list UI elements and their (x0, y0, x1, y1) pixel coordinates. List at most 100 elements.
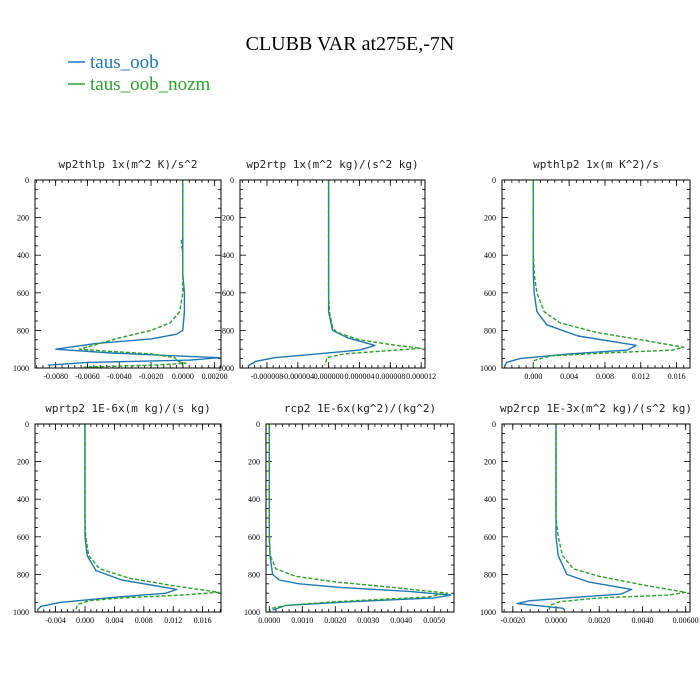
series-line-taus-oob (516, 424, 633, 611)
legend-label-taus-oob-nozm: taus_oob_nozm (90, 74, 211, 95)
x-tick-label: -0.0080 (43, 372, 68, 381)
y-tick-label: 800 (484, 570, 496, 579)
y-tick-label: 200 (484, 458, 496, 467)
x-tick-label: 0.0040 (390, 616, 412, 625)
series-line-taus-oob-nozm (75, 424, 220, 612)
y-tick-label: 1000 (13, 608, 29, 617)
x-tick-label: 0.004 (560, 372, 578, 381)
y-tick-label: 600 (484, 289, 496, 298)
x-tick-label: 0.0000 (258, 616, 280, 625)
y-tick-label: 200 (248, 458, 260, 467)
y-tick-label: 600 (248, 533, 260, 542)
y-tick-label: 800 (17, 326, 29, 335)
y-tick-label: 400 (17, 251, 29, 260)
x-tick-label: -0.0060 (75, 372, 100, 381)
y-tick-label: 600 (484, 533, 496, 542)
x-tick-label: 0.016 (194, 616, 212, 625)
x-tick-label: -0.0020 (500, 616, 525, 625)
y-tick-label: 400 (484, 495, 496, 504)
x-tick-label: 0.000004 (344, 372, 374, 381)
y-tick-label: 800 (248, 570, 260, 579)
plot-frame (501, 179, 691, 369)
plot-frame (265, 423, 455, 613)
legend-label-taus-oob: taus_oob (90, 52, 159, 73)
y-tick-label: 600 (17, 289, 29, 298)
panel-1: wp2thlp 1x(m^2 K)/s^2 0 200 400 600 800 1000 -0… (13, 158, 228, 381)
x-tick-label: -0.000004 (281, 372, 314, 381)
x-tick-label: 0.012 (164, 616, 182, 625)
plot-frame (34, 179, 222, 369)
series-line-taus-oob-nozm (78, 180, 187, 368)
x-tick-label: 0.000 (76, 616, 94, 625)
series-line-taus-oob-nozm (532, 180, 685, 368)
x-tick-label: 0.000 (524, 372, 542, 381)
x-tick-label: 0.004 (105, 616, 123, 625)
y-tick-label: 0 (230, 176, 234, 185)
series-line-taus-oob (47, 180, 221, 366)
y-tick-label: 600 (17, 533, 29, 542)
legend: taus_oob taus_oob_nozm (68, 52, 211, 95)
y-tick-label: 1000 (480, 364, 496, 373)
plot-frame (34, 423, 222, 613)
x-tick-label: -0.000008 (251, 372, 284, 381)
y-tick-label: 1000 (13, 364, 29, 373)
y-tick-label: 800 (484, 326, 496, 335)
y-tick-label: 400 (222, 251, 234, 260)
y-tick-label: 400 (248, 495, 260, 504)
figure-title: CLUBB VAR at275E,-7N (246, 33, 455, 55)
y-tick-label: 0 (256, 420, 260, 429)
panel-title: wp2thlp 1x(m^2 K)/s^2 (58, 158, 197, 171)
series-line-taus-oob (504, 180, 637, 367)
x-tick-label: 0.0000 (172, 372, 194, 381)
panel-title: wpthlp2 1x(m K^2)/s (533, 158, 659, 171)
series-line-taus-oob-nozm (548, 424, 687, 611)
x-tick-label: -0.0020 (139, 372, 164, 381)
panels: wp2thlp 1x(m^2 K)/s^2 0 200 400 600 800 1000 -0… (13, 158, 699, 625)
y-tick-label: 200 (17, 214, 29, 223)
y-tick-label: 0 (492, 176, 496, 185)
y-tick-label: 400 (484, 251, 496, 260)
panel-title: wp2rtp 1x(m^2 kg)/(s^2 kg) (246, 158, 418, 171)
y-tick-label: 200 (484, 214, 496, 223)
series-line-taus-oob-nozm (324, 180, 422, 366)
x-tick-label: -0.004 (45, 616, 66, 625)
panel-title: wp2rcp 1E-3x(m^2 kg)/(s^2 kg) (500, 402, 692, 415)
x-tick-label: 0.0000 (545, 616, 567, 625)
panel-5: rcp2 1E-6x(kg^2)/(kg^2) 0 200 400 600 800 1000… (244, 402, 455, 625)
series-line-taus-oob-nozm (268, 424, 449, 612)
x-tick-label: 0.016 (668, 372, 686, 381)
x-tick-label: 0.000012 (406, 372, 436, 381)
y-tick-label: 200 (222, 214, 234, 223)
y-tick-label: 0 (25, 420, 29, 429)
x-tick-label: 0.0020 (588, 616, 610, 625)
panel-3: wpthlp2 1x(m K^2)/s 0 200 400 600 800 1000 0.00… (480, 158, 691, 381)
x-tick-label: 0.000000 (314, 372, 344, 381)
y-tick-label: 0 (492, 420, 496, 429)
panel-4: wprtp2 1E-6x(m kg)/(s kg) 0 200 400 600 800 10… (13, 402, 222, 625)
y-tick-label: 1000 (244, 608, 260, 617)
panel-title: rcp2 1E-6x(kg^2)/(kg^2) (284, 402, 436, 415)
y-tick-label: 800 (17, 570, 29, 579)
y-tick-label: 1000 (218, 364, 234, 373)
y-tick-label: 0 (25, 176, 29, 185)
x-tick-label: 0.00600 (673, 616, 699, 625)
x-tick-label: 0.0020 (324, 616, 346, 625)
y-tick-label: 200 (17, 458, 29, 467)
x-tick-label: 0.008 (135, 616, 153, 625)
y-tick-label: 600 (222, 289, 234, 298)
y-tick-label: 1000 (480, 608, 496, 617)
series-line-taus-oob (247, 180, 376, 367)
panel-6: wp2rcp 1E-3x(m^2 kg)/(s^2 kg) 0 200 400 600 8… (480, 402, 699, 625)
x-tick-label: 0.0030 (357, 616, 379, 625)
x-tick-label: 0.0010 (291, 616, 313, 625)
x-tick-label: 0.008 (596, 372, 614, 381)
series-line-taus-oob (36, 424, 178, 611)
panel-title: wprtp2 1E-6x(m kg)/(s kg) (45, 402, 211, 415)
y-tick-label: 400 (17, 495, 29, 504)
plot-frame (501, 423, 691, 613)
x-tick-label: 0.000008 (375, 372, 405, 381)
plot-frame (239, 179, 426, 369)
y-tick-label: 800 (222, 326, 234, 335)
series-line-taus-oob (268, 424, 452, 611)
